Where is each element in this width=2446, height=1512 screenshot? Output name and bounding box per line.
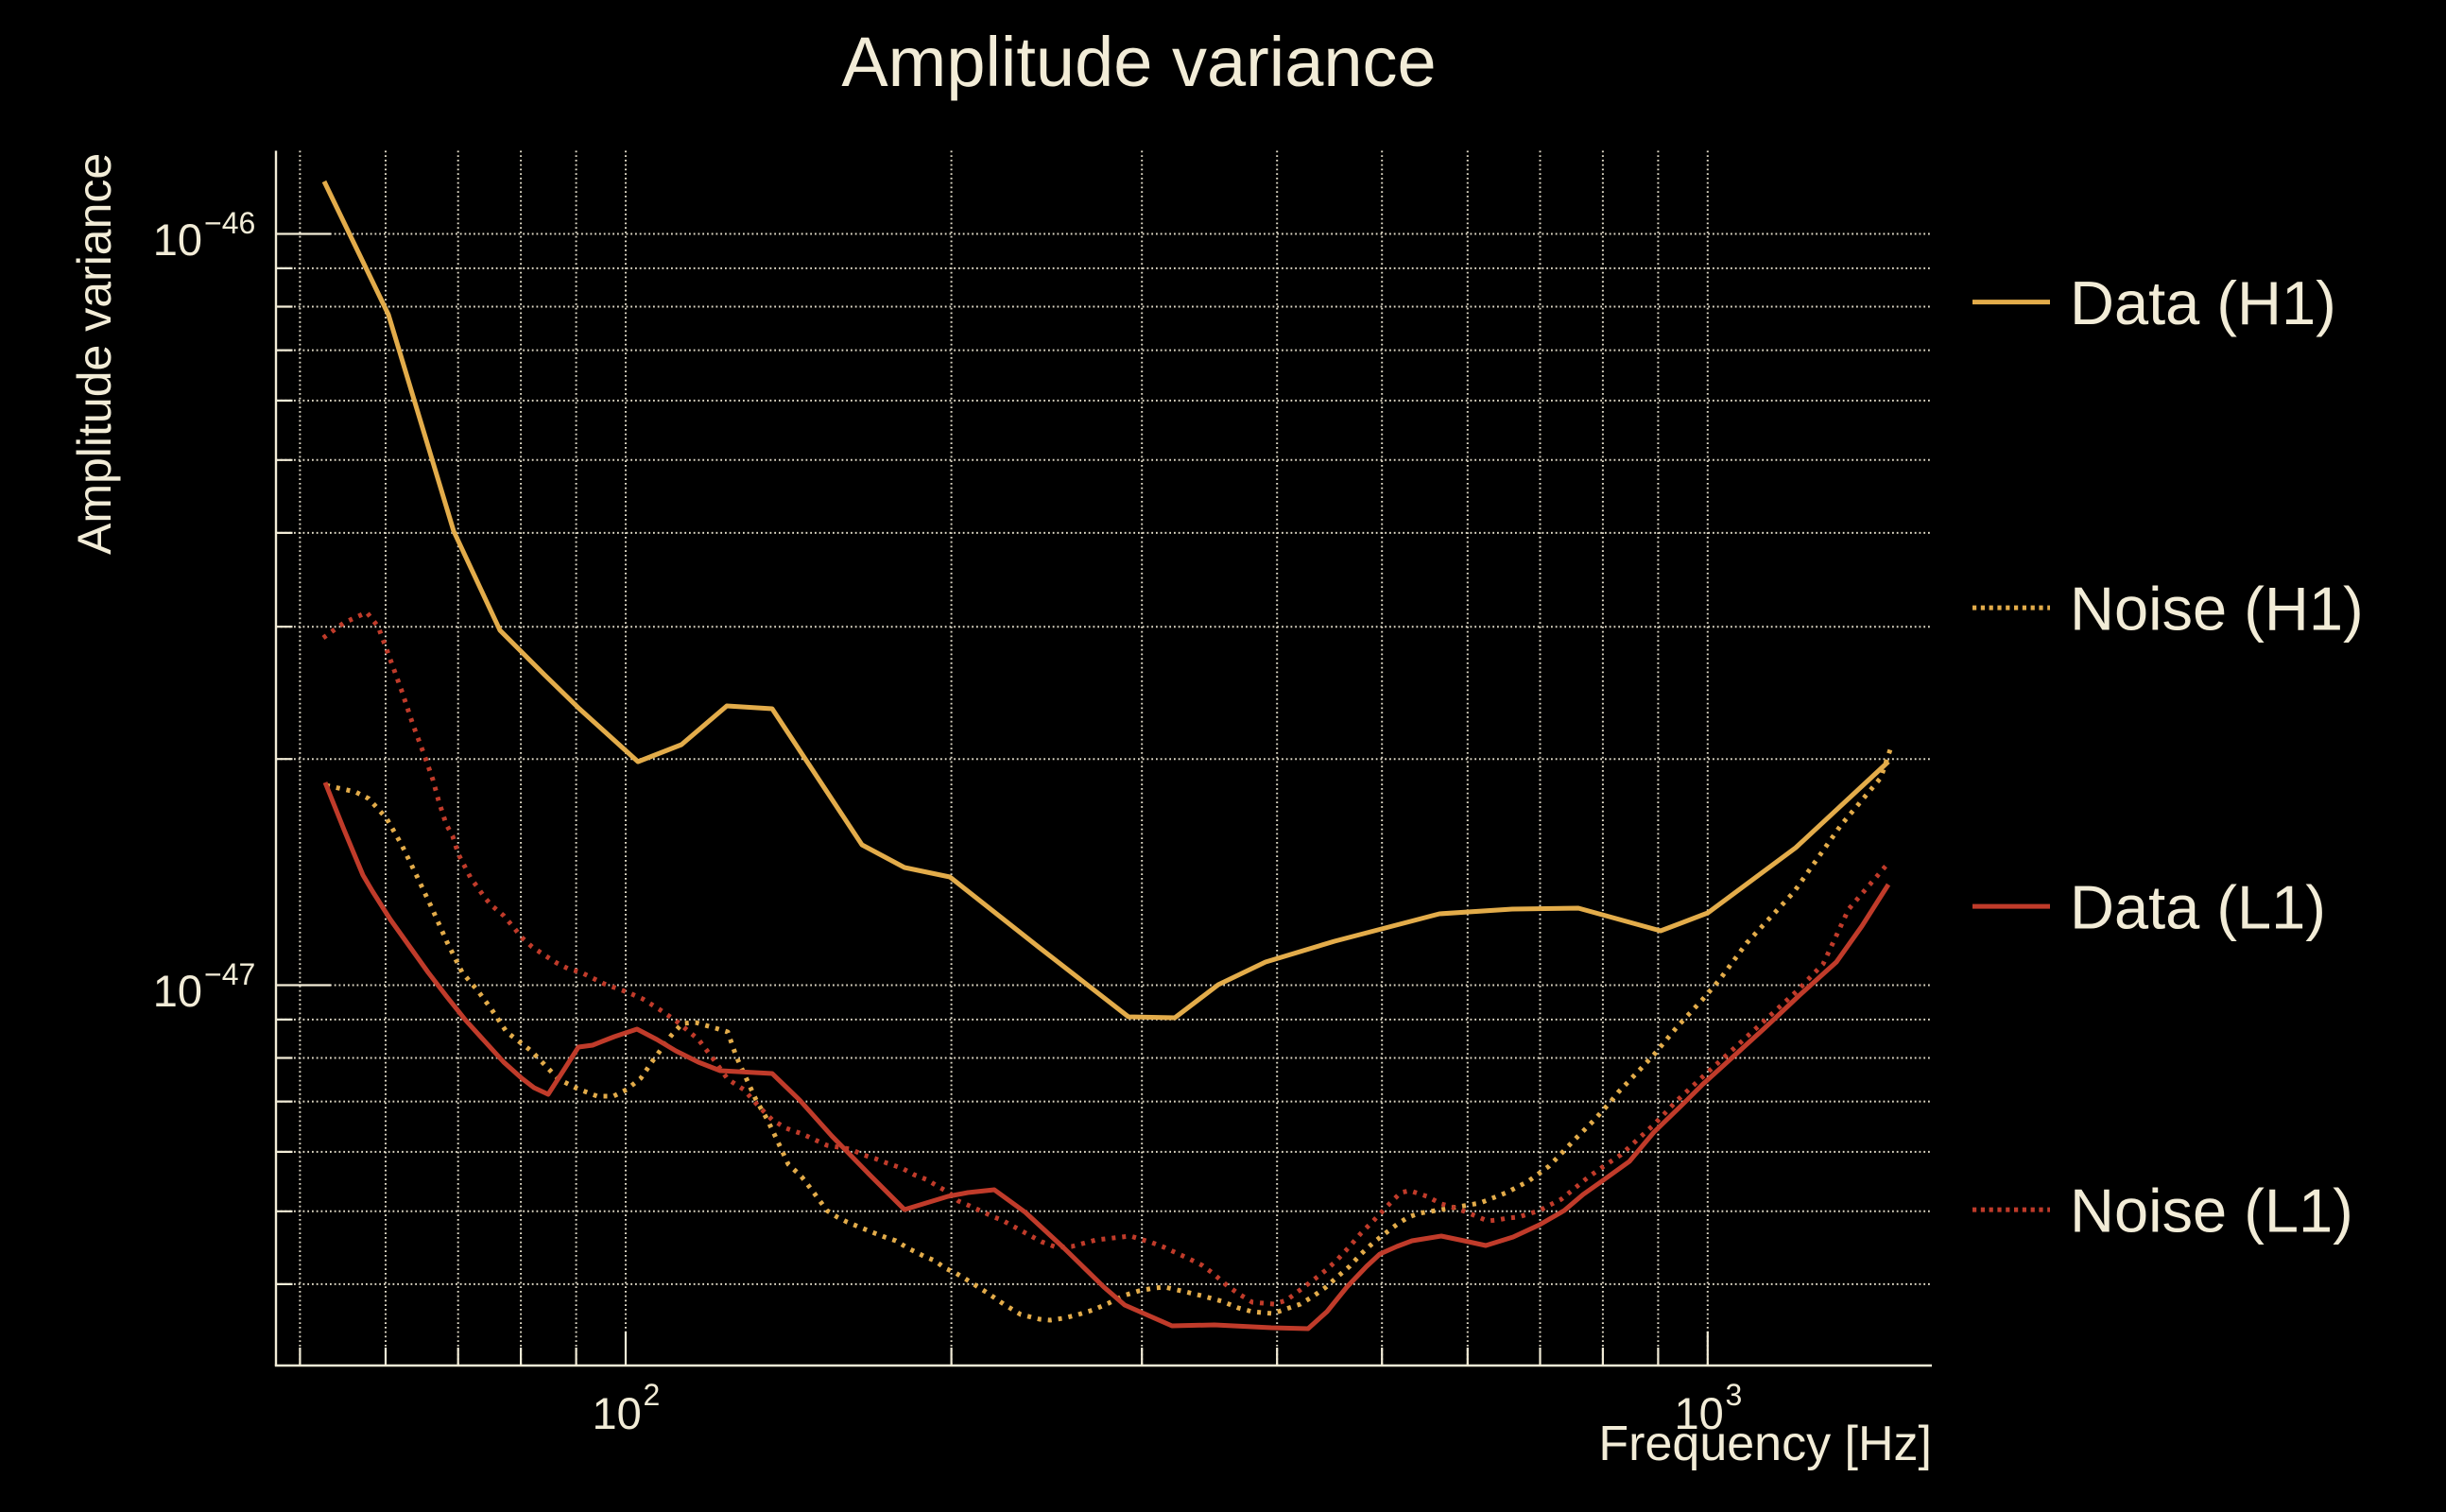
svg-text:−46: −46 — [204, 206, 255, 240]
svg-text:10: 10 — [1675, 1388, 1724, 1438]
svg-text:Noise (H1): Noise (H1) — [2070, 574, 2364, 643]
svg-text:10: 10 — [593, 1388, 642, 1438]
svg-text:3: 3 — [1726, 1378, 1743, 1412]
svg-text:Data (H1): Data (H1) — [2070, 268, 2336, 337]
svg-text:10: 10 — [153, 966, 202, 1016]
svg-text:Amplitude variance: Amplitude variance — [841, 23, 1436, 101]
svg-text:Amplitude variance: Amplitude variance — [68, 153, 121, 555]
svg-text:Noise (L1): Noise (L1) — [2070, 1176, 2353, 1245]
svg-text:10: 10 — [153, 215, 202, 265]
svg-text:−47: −47 — [204, 957, 255, 991]
svg-text:Data (L1): Data (L1) — [2070, 872, 2326, 941]
svg-text:2: 2 — [644, 1378, 661, 1412]
svg-text:Frequency [Hz]: Frequency [Hz] — [1598, 1417, 1932, 1471]
